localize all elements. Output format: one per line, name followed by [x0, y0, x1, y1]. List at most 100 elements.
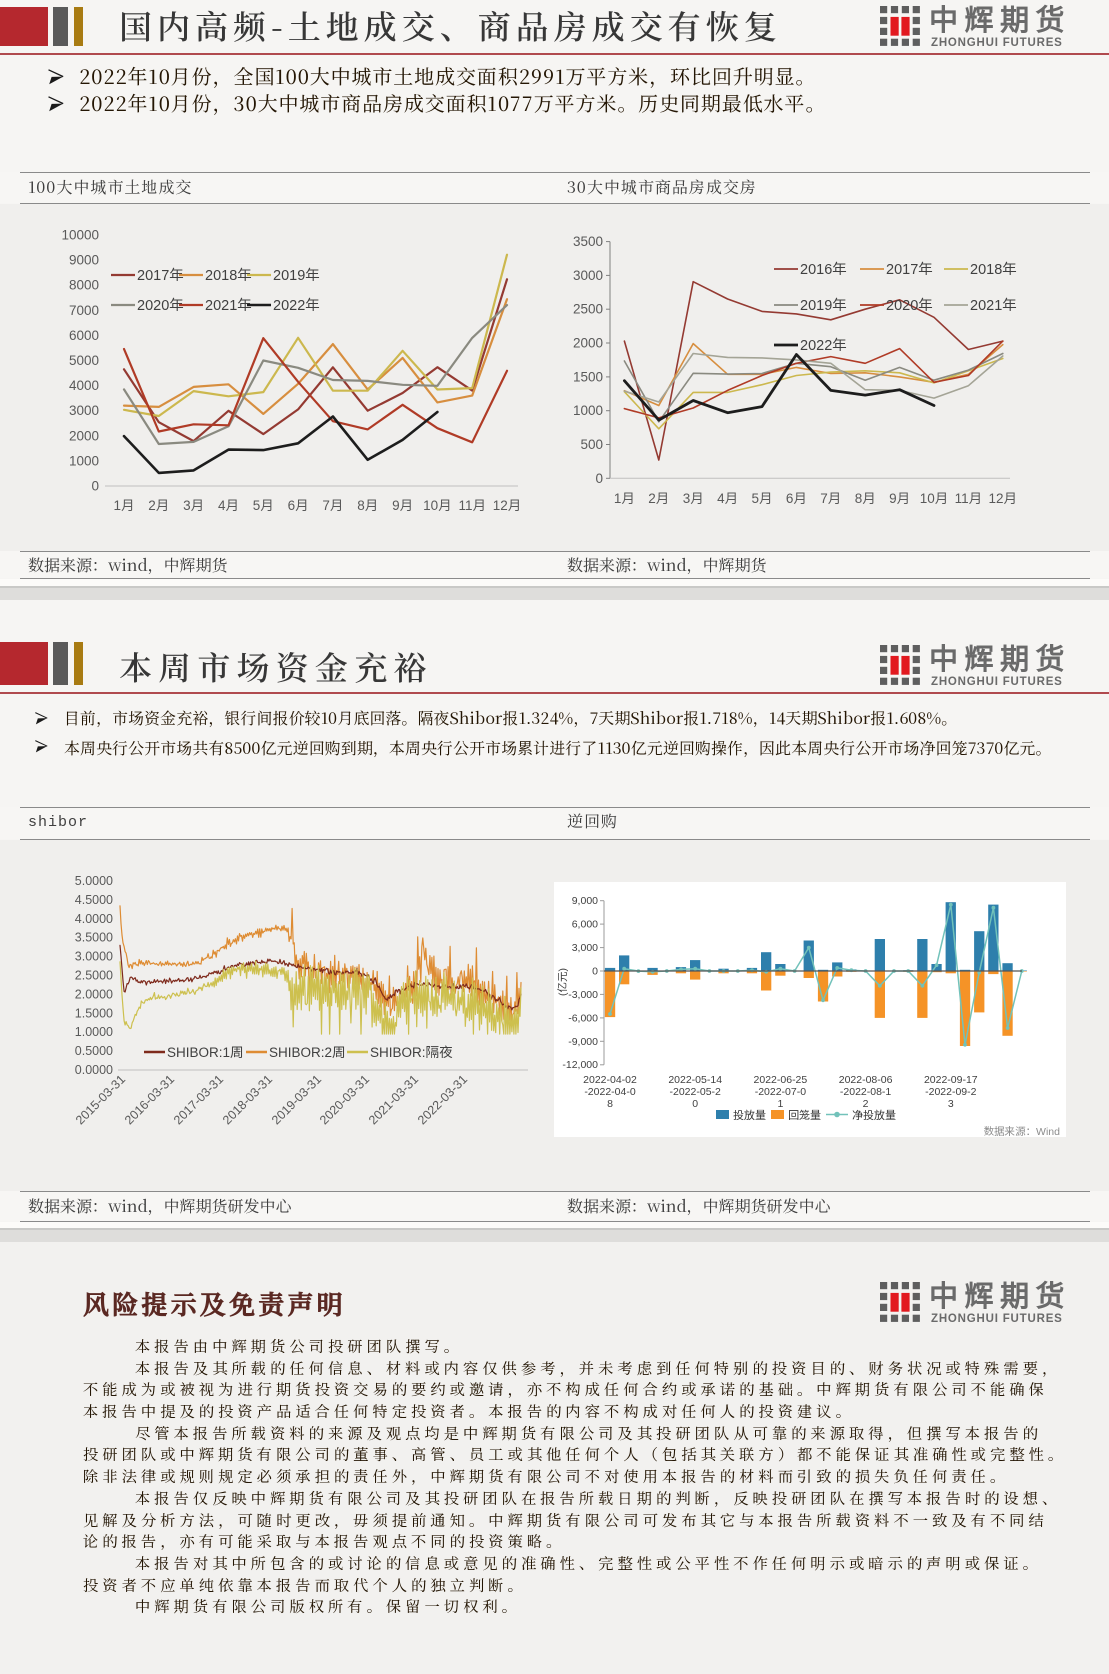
svg-text:2018-03-31: 2018-03-31: [220, 1072, 275, 1127]
svg-text:2017-03-31: 2017-03-31: [171, 1072, 226, 1127]
svg-text:3月: 3月: [683, 491, 704, 506]
svg-text:1500: 1500: [573, 369, 603, 384]
svg-text:SHIBOR:2周: SHIBOR:2周: [269, 1045, 346, 1060]
svg-text:5.0000: 5.0000: [75, 874, 113, 888]
svg-text:2: 2: [863, 1098, 869, 1110]
svg-text:-12,000: -12,000: [562, 1059, 598, 1071]
svg-text:1000: 1000: [573, 403, 603, 418]
svg-text:1.5000: 1.5000: [75, 1006, 113, 1020]
svg-text:2020年: 2020年: [886, 297, 933, 314]
svg-text:2015-03-31: 2015-03-31: [73, 1072, 128, 1127]
svg-text:2016-03-31: 2016-03-31: [122, 1072, 177, 1127]
svg-text:2000: 2000: [69, 428, 99, 443]
svg-text:5000: 5000: [69, 353, 99, 368]
svg-text:2020-03-31: 2020-03-31: [317, 1072, 372, 1127]
svg-text:-6,000: -6,000: [568, 1012, 598, 1024]
svg-text:9,000: 9,000: [572, 895, 598, 907]
svg-text:3,000: 3,000: [572, 942, 598, 954]
svg-text:0.0000: 0.0000: [75, 1063, 113, 1077]
svg-text:-2022-04-0: -2022-04-0: [584, 1086, 636, 1098]
svg-text:3.0000: 3.0000: [75, 950, 113, 964]
svg-text:8月: 8月: [855, 491, 876, 506]
svg-text:3500: 3500: [573, 234, 603, 249]
svg-text:回笼量: 回笼量: [788, 1109, 821, 1122]
svg-text:2019年: 2019年: [800, 297, 847, 314]
svg-text:0: 0: [91, 479, 99, 494]
svg-text:-2022-05-2: -2022-05-2: [670, 1086, 722, 1098]
svg-text:2.0000: 2.0000: [75, 987, 113, 1001]
svg-text:8: 8: [607, 1098, 613, 1110]
svg-text:500: 500: [580, 437, 603, 452]
svg-text:(亿元): (亿元): [557, 968, 569, 996]
svg-text:2019年: 2019年: [273, 267, 320, 284]
svg-text:-9,000: -9,000: [568, 1036, 598, 1048]
svg-text:5月: 5月: [253, 498, 274, 513]
svg-text:2022-06-25: 2022-06-25: [754, 1074, 808, 1086]
svg-text:3000: 3000: [573, 268, 603, 283]
svg-text:2016年: 2016年: [800, 261, 847, 278]
svg-text:-2022-08-1: -2022-08-1: [840, 1086, 892, 1098]
svg-text:4.5000: 4.5000: [75, 893, 113, 907]
svg-text:3月: 3月: [183, 498, 204, 513]
svg-text:6,000: 6,000: [572, 919, 598, 931]
svg-text:1月: 1月: [614, 491, 635, 506]
svg-text:10000: 10000: [61, 228, 99, 243]
svg-text:12月: 12月: [493, 498, 522, 513]
svg-text:11月: 11月: [955, 491, 983, 506]
svg-text:9月: 9月: [889, 491, 910, 506]
svg-text:3.5000: 3.5000: [75, 931, 113, 945]
svg-text:6月: 6月: [786, 491, 807, 506]
svg-text:7月: 7月: [820, 491, 841, 506]
svg-text:1.0000: 1.0000: [75, 1025, 113, 1039]
svg-text:8000: 8000: [69, 278, 99, 293]
svg-text:7000: 7000: [69, 303, 99, 318]
svg-text:2022-04-02: 2022-04-02: [583, 1074, 637, 1086]
svg-text:0: 0: [692, 1098, 698, 1110]
svg-text:0: 0: [595, 471, 603, 486]
svg-text:2018年: 2018年: [205, 267, 252, 284]
svg-text:0.5000: 0.5000: [75, 1044, 113, 1058]
svg-text:2月: 2月: [648, 491, 669, 506]
svg-text:2017年: 2017年: [137, 267, 184, 284]
svg-text:1000: 1000: [69, 453, 99, 468]
svg-text:10月: 10月: [423, 498, 452, 513]
svg-text:投放量: 投放量: [733, 1109, 766, 1122]
svg-text:-3,000: -3,000: [568, 989, 598, 1001]
svg-text:2020年: 2020年: [137, 297, 184, 314]
svg-text:11月: 11月: [458, 498, 486, 513]
svg-text:2018年: 2018年: [970, 261, 1017, 278]
svg-text:2500: 2500: [573, 302, 603, 317]
svg-text:1: 1: [777, 1098, 783, 1110]
svg-text:2.5000: 2.5000: [75, 969, 113, 983]
svg-text:2019-03-31: 2019-03-31: [269, 1072, 324, 1127]
svg-text:2022年: 2022年: [273, 297, 320, 314]
svg-text:2022-09-17: 2022-09-17: [924, 1074, 978, 1086]
svg-text:-2022-09-2: -2022-09-2: [925, 1086, 977, 1098]
svg-text:2021年: 2021年: [205, 297, 252, 314]
svg-text:0: 0: [592, 966, 598, 978]
svg-text:2021-03-31: 2021-03-31: [366, 1072, 421, 1127]
svg-text:2022-03-31: 2022-03-31: [415, 1072, 470, 1127]
svg-text:2022年: 2022年: [800, 337, 847, 354]
svg-text:2000: 2000: [573, 336, 603, 351]
svg-text:4.0000: 4.0000: [75, 912, 113, 926]
svg-text:9000: 9000: [69, 253, 99, 268]
svg-text:净投放量: 净投放量: [852, 1109, 896, 1122]
svg-text:5月: 5月: [751, 491, 772, 506]
svg-text:1月: 1月: [113, 498, 134, 513]
svg-text:-2022-07-0: -2022-07-0: [755, 1086, 807, 1098]
svg-text:9月: 9月: [392, 498, 413, 513]
svg-text:6月: 6月: [288, 498, 309, 513]
svg-text:SHIBOR:1周: SHIBOR:1周: [167, 1045, 244, 1060]
svg-text:8月: 8月: [357, 498, 378, 513]
svg-text:7月: 7月: [322, 498, 343, 513]
svg-text:4月: 4月: [717, 491, 738, 506]
svg-text:4月: 4月: [218, 498, 239, 513]
svg-text:SHIBOR:隔夜: SHIBOR:隔夜: [370, 1045, 453, 1060]
svg-text:3000: 3000: [69, 403, 99, 418]
svg-text:2月: 2月: [148, 498, 169, 513]
svg-text:6000: 6000: [69, 328, 99, 343]
svg-text:数据来源：Wind: 数据来源：Wind: [984, 1126, 1061, 1138]
svg-text:4000: 4000: [69, 378, 99, 393]
svg-text:10月: 10月: [920, 491, 949, 506]
